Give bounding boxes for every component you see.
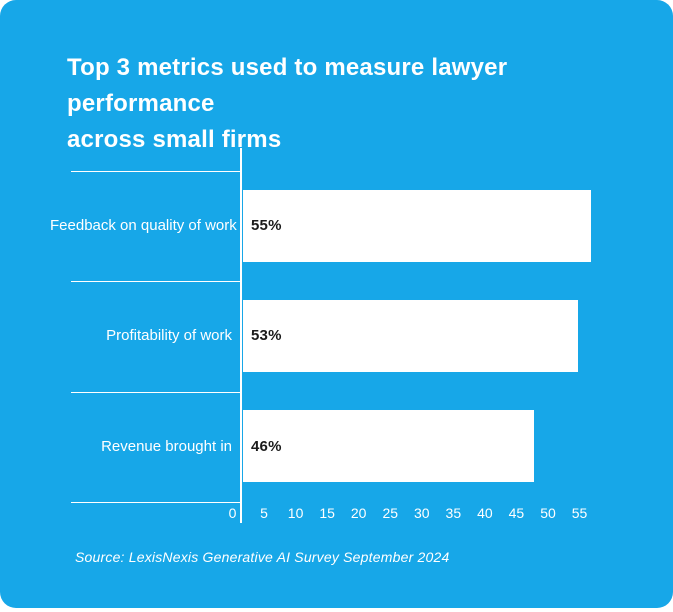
category-label: Feedback on quality of work [50,217,237,235]
x-tick-label: 45 [508,505,525,521]
x-tick-label: 10 [287,505,304,521]
bar: 46% [243,410,535,483]
x-tick-label: 35 [445,505,462,521]
x-tick-label: 20 [350,505,367,521]
gridline [71,501,240,503]
bar-value-label: 46% [251,437,282,455]
x-tick-label: 0 [228,505,237,521]
source-caption: Source: LexisNexis Generative AI Survey … [75,549,450,565]
x-tick-label: 5 [260,505,268,521]
bar: 53% [243,299,579,372]
category-label: Profitability of work [106,327,232,345]
chart-title-line2: across small firms [67,126,282,153]
category-label: Revenue brought in [101,437,232,455]
x-tick-label: 50 [540,505,556,521]
x-tick-label: 40 [477,505,493,521]
gridline [71,171,240,172]
x-tick-label: 15 [319,505,335,521]
y-axis-line [240,148,242,523]
chart-title-line1: Top 3 metrics used to measure lawyer per… [67,54,508,117]
x-tick-label: 30 [414,505,430,521]
x-tick-label: 25 [382,505,399,521]
x-tick-label: 55 [571,505,588,521]
chart-title: Top 3 metrics used to measure lawyer per… [67,50,647,158]
gridline [71,391,240,393]
gridline [71,281,240,283]
bar-value-label: 55% [251,217,282,234]
bar-value-label: 53% [251,327,282,345]
bar: 55% [243,189,592,262]
